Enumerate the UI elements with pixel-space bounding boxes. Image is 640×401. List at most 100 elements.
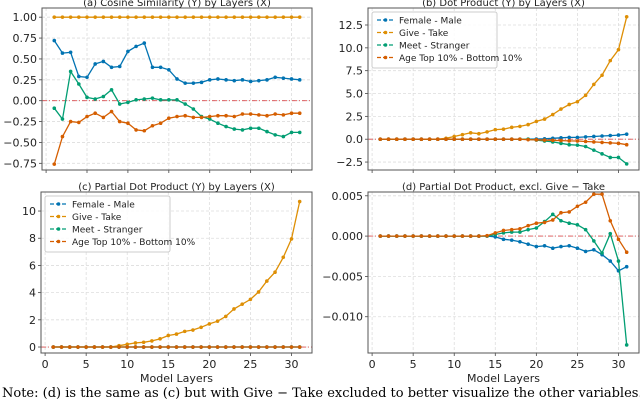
panel-title: (a) Cosine Similarity (Y) by Layers (X) xyxy=(83,0,271,9)
data-point-female-male xyxy=(281,76,286,80)
data-point-give-take xyxy=(297,15,302,19)
data-point-give-take xyxy=(223,314,228,319)
data-point-age-top-10-bottom-10- xyxy=(191,345,195,349)
data-point-age-top-10-bottom-10- xyxy=(501,228,506,233)
axes-frame xyxy=(367,7,640,171)
data-point-meet-stranger xyxy=(534,226,539,230)
data-point-meet-stranger xyxy=(216,121,220,126)
data-point-give-take xyxy=(567,102,571,107)
data-point-give-take xyxy=(207,322,212,326)
data-point-give-take xyxy=(592,82,596,87)
data-point-give-take xyxy=(207,15,212,19)
data-point-age-top-10-bottom-10- xyxy=(444,137,448,142)
x-tick-label: 25 xyxy=(570,358,584,371)
data-point-age-top-10-bottom-10- xyxy=(542,138,547,142)
legend: Female - Male Give - Take Meet - Stranger A… xyxy=(371,11,523,69)
data-point-meet-stranger xyxy=(117,102,122,106)
data-point-age-top-10-bottom-10- xyxy=(257,113,261,117)
data-point-meet-stranger xyxy=(248,126,253,131)
data-point-meet-stranger xyxy=(567,142,571,147)
legend-label: Meet - Stranger xyxy=(72,226,143,236)
data-point-give-take xyxy=(501,127,506,131)
panel-title: (b) Dot Product (Y) by Layers (X) xyxy=(422,0,585,9)
data-point-female-male xyxy=(265,78,269,82)
data-point-meet-stranger xyxy=(624,343,629,347)
legend-label: Female - Male xyxy=(399,17,462,27)
data-point-give-take xyxy=(542,117,547,121)
data-point-age-top-10-bottom-10- xyxy=(394,137,399,142)
data-point-age-top-10-bottom-10- xyxy=(419,137,424,142)
data-point-age-top-10-bottom-10- xyxy=(174,345,179,349)
legend-box xyxy=(44,195,171,253)
data-point-age-top-10-bottom-10- xyxy=(575,204,580,209)
series-line-female-male xyxy=(53,40,300,84)
y-tick-label: 12.5 xyxy=(339,19,364,32)
data-point-give-take xyxy=(265,15,269,19)
series-line-female-male xyxy=(380,235,627,272)
data-point-female-male xyxy=(509,238,514,242)
data-point-meet-stranger xyxy=(592,148,596,152)
data-point-female-male xyxy=(207,78,212,82)
data-point-age-top-10-bottom-10- xyxy=(207,114,212,119)
data-point-female-male xyxy=(289,77,294,81)
data-point-age-top-10-bottom-10- xyxy=(60,134,65,139)
data-point-age-top-10-bottom-10- xyxy=(452,137,457,142)
data-point-meet-stranger xyxy=(142,97,147,101)
data-point-female-male xyxy=(273,75,277,80)
data-point-female-male xyxy=(600,134,604,138)
data-point-give-take xyxy=(150,339,154,343)
data-point-age-top-10-bottom-10- xyxy=(85,114,89,119)
data-point-give-take xyxy=(257,15,261,19)
data-point-age-top-10-bottom-10- xyxy=(493,137,498,142)
data-point-age-top-10-bottom-10- xyxy=(126,121,130,126)
data-point-age-top-10-bottom-10- xyxy=(501,137,506,142)
data-point-age-top-10-bottom-10- xyxy=(183,113,187,118)
data-point-female-male xyxy=(592,134,596,139)
data-point-female-male xyxy=(608,133,613,138)
data-point-age-top-10-bottom-10- xyxy=(460,234,465,238)
series-line-age-top-10-bottom-10- xyxy=(380,193,628,253)
legend-swatch-marker xyxy=(56,214,61,219)
data-point-age-top-10-bottom-10- xyxy=(175,114,179,119)
axes-frame xyxy=(367,191,640,354)
data-point-meet-stranger xyxy=(224,124,228,129)
data-point-age-top-10-bottom-10- xyxy=(133,345,138,349)
legend: Female - Male Give - Take Meet - Stranger A… xyxy=(44,195,196,253)
data-point-give-take xyxy=(616,47,621,52)
data-point-age-top-10-bottom-10- xyxy=(52,162,57,166)
data-point-give-take xyxy=(485,130,489,134)
data-point-meet-stranger xyxy=(575,143,580,147)
data-point-give-take xyxy=(452,134,457,139)
data-point-age-top-10-bottom-10- xyxy=(273,112,277,116)
legend-swatch-marker xyxy=(383,55,388,60)
legend-box xyxy=(371,11,498,69)
data-point-age-top-10-bottom-10- xyxy=(411,137,415,142)
data-point-age-top-10-bottom-10- xyxy=(199,115,204,120)
data-point-age-top-10-bottom-10- xyxy=(158,345,162,349)
data-point-give-take xyxy=(141,340,146,345)
data-point-age-top-10-bottom-10- xyxy=(76,345,80,349)
data-point-give-take xyxy=(518,124,522,129)
panel-title: (c) Partial Dot Product (Y) by Layers (X… xyxy=(78,182,275,193)
data-point-age-top-10-bottom-10- xyxy=(550,138,555,143)
data-point-female-male xyxy=(175,77,179,81)
data-point-age-top-10-bottom-10- xyxy=(191,115,196,120)
legend-label: Meet - Stranger xyxy=(399,42,470,52)
data-point-give-take xyxy=(534,119,539,124)
data-point-age-top-10-bottom-10- xyxy=(485,233,489,238)
data-point-age-top-10-bottom-10- xyxy=(567,139,571,143)
y-tick-label: 0 xyxy=(29,341,36,354)
data-point-give-take xyxy=(493,127,498,132)
data-point-give-take xyxy=(125,342,130,347)
data-point-age-top-10-bottom-10- xyxy=(509,227,514,232)
legend-label: Give - Take xyxy=(72,213,122,223)
data-point-give-take xyxy=(526,122,530,127)
x-tick-label: 5 xyxy=(83,358,90,371)
data-point-female-male xyxy=(126,49,130,54)
data-point-give-take xyxy=(559,107,563,111)
panel-c: 0 5 10 15 20 25 30 0 2 4 6 8 10 (c) Partial Dot Produ… xyxy=(22,182,313,385)
data-point-female-male xyxy=(68,50,73,55)
data-point-female-male xyxy=(567,243,571,248)
data-point-age-top-10-bottom-10- xyxy=(550,218,555,222)
